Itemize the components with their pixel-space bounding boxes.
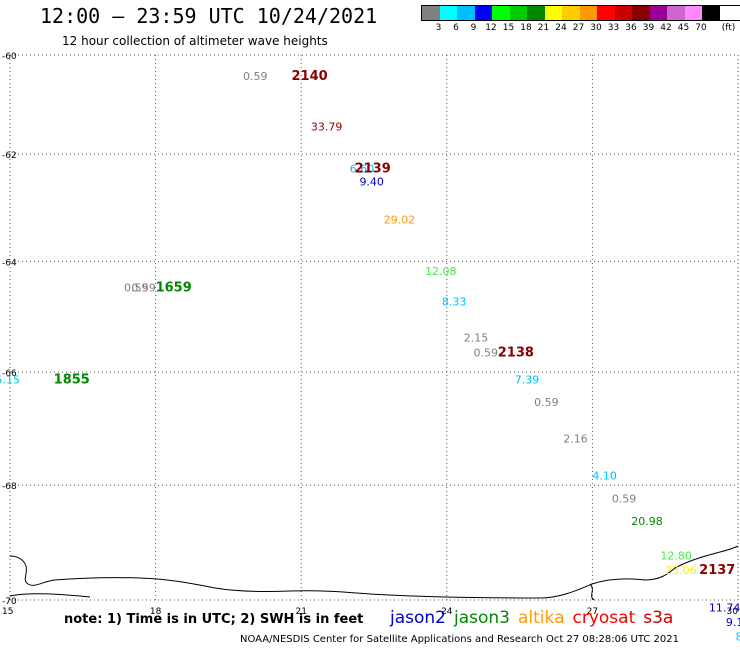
- legend-label: 6: [453, 23, 459, 33]
- legend-swatch: [492, 6, 510, 20]
- track-time-label: 2139: [355, 161, 391, 176]
- footer-note: note: 1) Time is in UTC; 2) SWH is in fe…: [64, 612, 364, 627]
- lat-label: -60: [2, 52, 17, 62]
- lat-label: -66: [2, 369, 17, 379]
- lon-label: 15: [2, 607, 13, 617]
- wave-height-value: 5.15: [0, 373, 20, 386]
- legend-label: 15: [502, 23, 515, 33]
- legend-label: 21: [537, 23, 550, 33]
- wave-height-value: 8.8: [736, 631, 740, 644]
- wave-height-value: 33.79: [311, 121, 343, 134]
- legend-swatch: [667, 6, 685, 20]
- track-time-label: 2140: [291, 69, 327, 84]
- track-time-label: 2137: [699, 563, 735, 578]
- color-legend: 3 6 9 12 15 18 21 24 27 30 33 36 39 42 45 70 (ft): [421, 5, 740, 35]
- legend-label: 36: [625, 23, 637, 33]
- wave-height-value: 29.02: [384, 213, 416, 226]
- legend-swatch: [439, 6, 457, 20]
- lon-label: 30: [727, 607, 739, 617]
- satellite-name: jason3: [454, 608, 510, 628]
- observations: 0.5933.796.609.4029.0212.088.330.590.595…: [0, 70, 740, 643]
- wave-height-value: 0.59: [473, 346, 498, 359]
- wave-height-value: 7.39: [515, 373, 540, 386]
- wave-height-value: 23.06: [665, 564, 697, 577]
- legend-label: 9: [470, 23, 477, 33]
- lon-label: 21: [295, 607, 306, 617]
- lat-label: -70: [2, 597, 17, 607]
- wave-height-value: 2.16: [563, 433, 588, 446]
- wave-height-value: 4.10: [592, 470, 617, 483]
- wave-height-value: 0.59: [612, 492, 637, 505]
- wave-height-value: 20.98: [631, 515, 663, 528]
- coastline: [9, 545, 739, 601]
- legend-label: 45: [677, 23, 690, 33]
- legend-labels: 3 6 9 12 15 18 21 24 27 30 33 36 39 42 45 70 (ft): [421, 21, 740, 35]
- lat-label: -68: [2, 482, 17, 492]
- legend-label: 24: [555, 23, 567, 33]
- legend-swatch: [684, 6, 702, 20]
- map-grid: [9, 54, 739, 601]
- satellite-name: altika: [518, 608, 565, 628]
- wave-height-value: 0.59: [534, 396, 559, 409]
- track-labels: 2140 2139 1659 1855 2138 2137: [54, 69, 736, 578]
- lon-label: 24: [441, 607, 453, 617]
- legend-swatch: [527, 6, 545, 20]
- legend-swatch: [474, 6, 492, 20]
- legend-label: 18: [520, 23, 532, 33]
- legend-label: 39: [642, 23, 655, 33]
- wave-height-value: 0.59: [243, 70, 268, 83]
- satellite-name: jason2: [390, 608, 446, 628]
- satellite-legend: jason2 jason3 altika cryosat s3a: [390, 608, 681, 628]
- coastline-detail: [9, 583, 595, 601]
- legend-swatch: [702, 6, 720, 20]
- legend-label: 70: [695, 23, 707, 33]
- legend-swatch: [614, 6, 632, 20]
- wave-height-value: 0.59: [131, 282, 156, 295]
- legend-swatch: [544, 6, 562, 20]
- legend-swatch: [597, 6, 615, 20]
- lon-label: 27: [587, 607, 598, 617]
- credit-line: NOAA/NESDIS Center for Satellite Applica…: [240, 634, 679, 645]
- wave-height-value: 11.74: [709, 602, 740, 615]
- satellite-name: cryosat: [572, 608, 636, 628]
- legend-label: 27: [572, 23, 585, 33]
- legend-swatches: [421, 5, 740, 21]
- wave-height-value: 8.33: [442, 295, 467, 308]
- map-title: 12:00 – 23:59 UTC 10/24/2021: [40, 4, 378, 28]
- longitude-labels: 15 18 21 24 27 30: [2, 607, 738, 617]
- lon-label: 18: [150, 607, 162, 617]
- legend-label: 12: [485, 23, 497, 33]
- legend-label: 42: [660, 23, 672, 33]
- legend-swatch: [649, 6, 667, 20]
- wave-height-value: 9.17: [726, 616, 740, 629]
- wave-height-value: 12.80: [660, 550, 692, 563]
- map-subtitle: 12 hour collection of altimeter wave hei…: [62, 34, 328, 48]
- coastline-path: [9, 545, 739, 599]
- track-time-label: 2138: [498, 345, 534, 360]
- legend-swatch: [562, 6, 580, 20]
- latitude-labels: -60 -62 -64 -66 -68 -70: [2, 52, 17, 607]
- wave-height-value: 6.60: [350, 162, 375, 175]
- track-time-label: 1659: [156, 281, 192, 296]
- legend-unit: (ft): [721, 23, 736, 33]
- legend-label: 3: [435, 23, 442, 33]
- wave-height-value: 0.59: [124, 282, 149, 295]
- legend-swatch: [632, 6, 650, 20]
- satellite-name: s3a: [643, 608, 674, 628]
- legend-swatch: [422, 6, 440, 20]
- legend-swatch: [457, 6, 475, 20]
- track-time-label: 1855: [54, 372, 90, 387]
- legend-label: 33: [607, 23, 620, 33]
- legend-swatch: [509, 6, 527, 20]
- legend-label: 30: [590, 23, 602, 33]
- wave-height-value: 9.40: [359, 176, 384, 189]
- lat-label: -62: [2, 151, 17, 161]
- lat-label: -64: [2, 258, 17, 268]
- wave-height-value: 12.08: [425, 265, 457, 278]
- legend-swatch: [579, 6, 597, 20]
- wave-height-value: 2.15: [464, 331, 489, 344]
